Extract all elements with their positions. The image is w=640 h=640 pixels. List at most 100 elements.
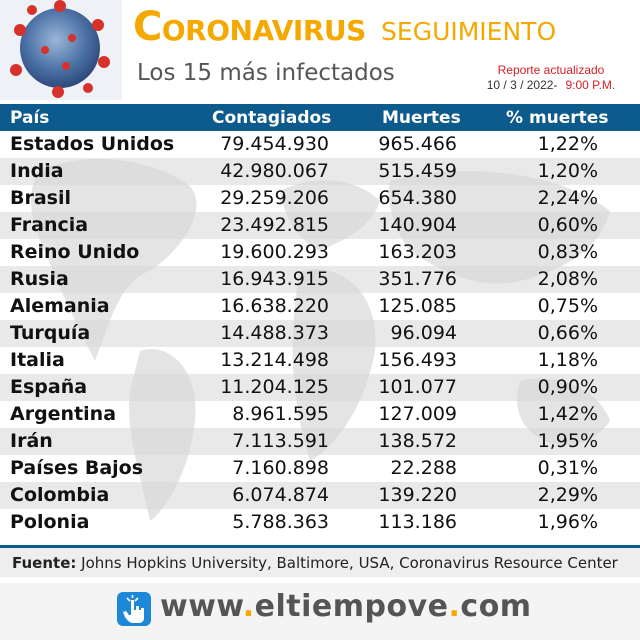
pointing-hand-icon[interactable] <box>117 592 151 626</box>
table-row: Estados Unidos 79.454.930 965.466 1,22% <box>0 131 640 158</box>
table-row: Rusia 16.943.915 351.776 2,08% <box>0 266 640 293</box>
table-row: Colombia 6.074.874 139.220 2,29% <box>0 482 640 509</box>
table-body: Estados Unidos 79.454.930 965.466 1,22% Indi… <box>0 131 640 536</box>
table-row: Italia 13.214.498 156.493 1,18% <box>0 347 640 374</box>
report-time: 9:00 P.M. <box>565 78 616 92</box>
death-rate-cell: 0,75% <box>537 295 598 317</box>
country-cell: Alemania <box>10 295 110 317</box>
deaths-cell: 139.220 <box>378 484 457 506</box>
country-cell: Turquía <box>10 322 91 344</box>
infected-cell: 7.113.591 <box>232 430 329 452</box>
country-cell: Francia <box>10 214 89 236</box>
report-label: Reporte actualizado <box>497 63 605 77</box>
country-cell: España <box>10 376 88 398</box>
country-cell: Argentina <box>10 403 117 425</box>
title-secondary: SEGUIMIENTO <box>381 17 557 46</box>
deaths-cell: 127.009 <box>378 403 457 425</box>
column-header-country: País <box>10 108 50 128</box>
deaths-cell: 113.186 <box>378 511 457 533</box>
title-word: ORONAVIRUS <box>161 14 366 47</box>
country-cell: Rusia <box>10 268 69 290</box>
deaths-cell: 125.085 <box>378 295 457 317</box>
deaths-cell: 138.572 <box>378 430 457 452</box>
deaths-cell: 140.904 <box>378 214 457 236</box>
death-rate-cell: 1,18% <box>537 349 598 371</box>
country-cell: Brasil <box>10 187 72 209</box>
deaths-cell: 654.380 <box>378 187 457 209</box>
report-info: Reporte actualizado 10 / 3 / 2022- 9:00 P… <box>476 63 626 92</box>
table-row: Turquía 14.488.373 96.094 0,66% <box>0 320 640 347</box>
source-value: Johns Hopkins University, Baltimore, USA… <box>81 554 618 572</box>
infected-cell: 23.492.815 <box>220 214 329 236</box>
country-cell: Irán <box>10 430 53 452</box>
infected-cell: 19.600.293 <box>220 241 329 263</box>
column-header-death-rate: % muertes <box>506 108 609 128</box>
infected-cell: 6.074.874 <box>232 484 329 506</box>
column-header-deaths: Muertes <box>382 108 461 128</box>
deaths-cell: 163.203 <box>378 241 457 263</box>
infected-cell: 11.204.125 <box>220 376 329 398</box>
country-cell: Estados Unidos <box>10 133 175 155</box>
table-row: India 42.980.067 515.459 1,20% <box>0 158 640 185</box>
death-rate-cell: 2,29% <box>537 484 598 506</box>
url-domain: eltiempove <box>254 589 449 624</box>
infected-cell: 13.214.498 <box>220 349 329 371</box>
table-row: Irán 7.113.591 138.572 1,95% <box>0 428 640 455</box>
url-dot-2: . <box>448 589 461 624</box>
website-url[interactable]: www.eltiempove.com <box>160 589 532 624</box>
deaths-cell: 515.459 <box>378 160 457 182</box>
country-cell: Colombia <box>10 484 110 506</box>
deaths-cell: 965.466 <box>378 133 457 155</box>
death-rate-cell: 1,95% <box>537 430 598 452</box>
table-header: País Contagiados Muertes % muertes <box>0 104 640 131</box>
url-www: www <box>160 589 243 624</box>
infected-cell: 16.943.915 <box>220 268 329 290</box>
main-title: CORONAVIRUS SEGUIMIENTO <box>133 4 556 50</box>
table-row: España 11.204.125 101.077 0,90% <box>0 374 640 401</box>
country-cell: Italia <box>10 349 65 371</box>
death-rate-cell: 2,24% <box>537 187 598 209</box>
deaths-cell: 101.077 <box>378 376 457 398</box>
deaths-cell: 96.094 <box>390 322 457 344</box>
url-tld: com <box>460 589 532 624</box>
country-cell: Países Bajos <box>10 457 144 479</box>
report-date: 10 / 3 / 2022- <box>486 78 558 92</box>
deaths-cell: 156.493 <box>378 349 457 371</box>
infected-cell: 7.160.898 <box>232 457 329 479</box>
deaths-cell: 22.288 <box>390 457 457 479</box>
infected-cell: 5.788.363 <box>232 511 329 533</box>
header: CORONAVIRUS SEGUIMIENTO Los 15 más infec… <box>0 0 640 102</box>
death-rate-cell: 0,90% <box>537 376 598 398</box>
infected-cell: 79.454.930 <box>220 133 329 155</box>
source-text: Fuente: Johns Hopkins University, Baltim… <box>12 554 618 572</box>
death-rate-cell: 1,22% <box>537 133 598 155</box>
country-cell: Polonia <box>10 511 90 533</box>
table-row: Polonia 5.788.363 113.186 1,96% <box>0 509 640 536</box>
table-row: Brasil 29.259.206 654.380 2,24% <box>0 185 640 212</box>
infected-cell: 14.488.373 <box>220 322 329 344</box>
infected-cell: 29.259.206 <box>220 187 329 209</box>
column-header-infected: Contagiados <box>212 108 332 128</box>
footer: www.eltiempove.com <box>0 583 640 640</box>
death-rate-cell: 1,20% <box>537 160 598 182</box>
table-row: Reino Unido 19.600.293 163.203 0,83% <box>0 239 640 266</box>
infected-cell: 8.961.595 <box>232 403 329 425</box>
death-rate-cell: 1,96% <box>537 511 598 533</box>
title-initial: C <box>133 4 162 50</box>
deaths-cell: 351.776 <box>378 268 457 290</box>
death-rate-cell: 2,08% <box>537 268 598 290</box>
source-label: Fuente: <box>12 554 77 572</box>
virus-illustration <box>0 0 122 100</box>
table-row: Países Bajos 7.160.898 22.288 0,31% <box>0 455 640 482</box>
source-bar: Fuente: Johns Hopkins University, Baltim… <box>0 545 640 577</box>
table-row: Argentina 8.961.595 127.009 1,42% <box>0 401 640 428</box>
url-dot-1: . <box>242 589 255 624</box>
death-rate-cell: 0,60% <box>537 214 598 236</box>
death-rate-cell: 1,42% <box>537 403 598 425</box>
country-cell: Reino Unido <box>10 241 140 263</box>
infected-cell: 16.638.220 <box>220 295 329 317</box>
death-rate-cell: 0,31% <box>537 457 598 479</box>
subtitle: Los 15 más infectados <box>137 60 395 86</box>
infected-cell: 42.980.067 <box>220 160 329 182</box>
death-rate-cell: 0,66% <box>537 322 598 344</box>
